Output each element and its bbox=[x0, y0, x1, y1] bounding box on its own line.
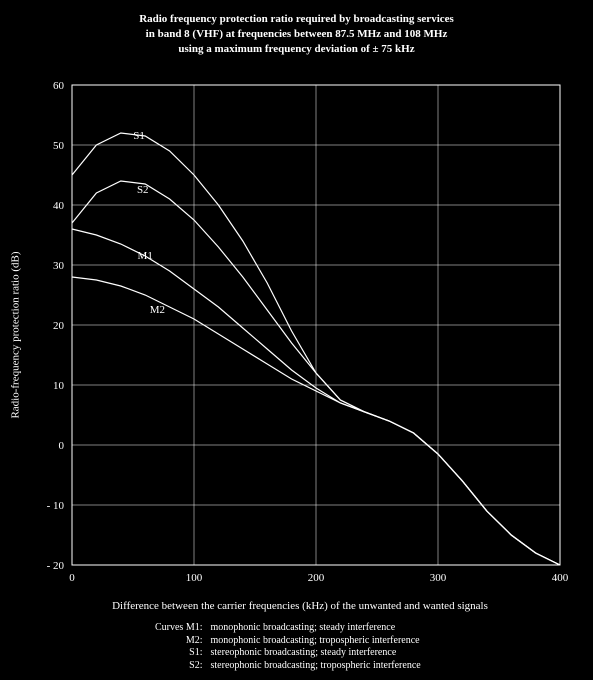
legend-key: M2: bbox=[103, 635, 211, 648]
svg-text:S1: S1 bbox=[133, 130, 145, 142]
svg-text:M1: M1 bbox=[138, 250, 153, 262]
svg-text:50: 50 bbox=[53, 140, 65, 152]
svg-text:10: 10 bbox=[53, 380, 65, 392]
svg-text:S2: S2 bbox=[137, 184, 149, 196]
svg-text:40: 40 bbox=[53, 200, 65, 212]
svg-text:20: 20 bbox=[53, 320, 65, 332]
title-line-1: Radio frequency protection ratio require… bbox=[0, 12, 593, 27]
legend-desc: stereophonic broadcasting; steady interf… bbox=[211, 647, 491, 660]
svg-text:0: 0 bbox=[59, 440, 65, 452]
chart-area: 0 100 200 300 400 - 20 - 10 0 10 20 30 40 50 60 S1 S2 M1… bbox=[30, 75, 570, 595]
legend-desc: monophonic broadcasting; tropospheric in… bbox=[211, 635, 491, 648]
svg-text:- 10: - 10 bbox=[47, 500, 65, 512]
svg-text:200: 200 bbox=[308, 572, 325, 584]
legend: Curves M1: monophonic broadcasting; stea… bbox=[0, 622, 593, 672]
title-line-2: in band 8 (VHF) at frequencies between 8… bbox=[0, 27, 593, 42]
legend-desc: monophonic broadcasting; steady interfer… bbox=[211, 622, 491, 635]
svg-text:- 20: - 20 bbox=[47, 560, 65, 572]
page: { "title": { "line1": "Radio frequency p… bbox=[0, 0, 593, 680]
svg-text:30: 30 bbox=[53, 260, 65, 272]
legend-key: S2: bbox=[103, 660, 211, 673]
chart-title: Radio frequency protection ratio require… bbox=[0, 12, 593, 57]
legend-desc: stereophonic broadcasting; tropospheric … bbox=[211, 660, 491, 673]
svg-text:400: 400 bbox=[552, 572, 569, 584]
svg-text:M2: M2 bbox=[150, 304, 165, 316]
title-line-3: using a maximum frequency deviation of ±… bbox=[0, 42, 593, 57]
svg-text:60: 60 bbox=[53, 80, 65, 92]
chart-svg: 0 100 200 300 400 - 20 - 10 0 10 20 30 40 50 60 S1 S2 M1… bbox=[30, 75, 570, 595]
legend-key: S1: bbox=[103, 647, 211, 660]
x-axis-label: Difference between the carrier frequenci… bbox=[30, 600, 570, 612]
y-axis-label: Radio-frequency protection ratio (dB) bbox=[6, 75, 26, 595]
svg-text:300: 300 bbox=[430, 572, 447, 584]
svg-text:100: 100 bbox=[186, 572, 203, 584]
legend-heading: Curves M1: bbox=[103, 622, 211, 635]
svg-text:0: 0 bbox=[69, 572, 75, 584]
